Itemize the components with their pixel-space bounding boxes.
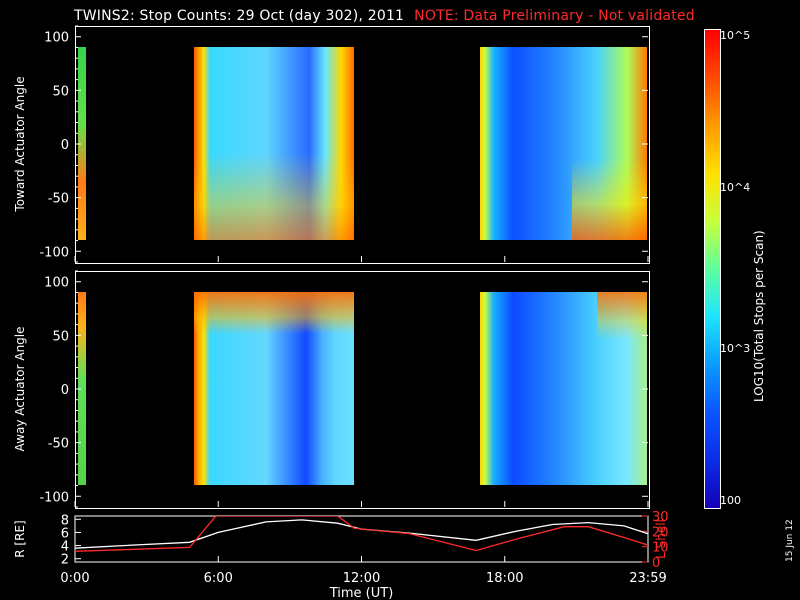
toward-coverage-block-2 [194, 47, 354, 240]
datestamp: 15 Jun 12 [785, 519, 795, 562]
toward-ytick-label: -100 [39, 245, 69, 260]
away-ytick-label: -100 [39, 490, 69, 505]
xtick-label: 18:00 [486, 571, 523, 586]
title-note: NOTE: Data Preliminary - Not validated [414, 8, 695, 24]
orbit-ytick-right: 30 [652, 510, 669, 525]
away-ytick-label: -50 [48, 437, 69, 452]
away-coverage-block-2 [194, 292, 354, 485]
orbit-ytick-left: 2 [61, 553, 69, 568]
toward-ytick-label: -50 [48, 192, 69, 207]
toward-ytick-label: 50 [52, 84, 69, 99]
orbit-panel-frame [74, 515, 649, 563]
xtick-label: 0:00 [60, 571, 89, 586]
colorbar-tick-1e4: 10^4 [720, 181, 751, 194]
chart-title: TWINS2: Stop Counts: 29 Oct (day 302), 2… [74, 8, 695, 24]
toward-coverage-block-1 [78, 47, 86, 240]
orbit-ylabel-left: R [RE] [13, 520, 27, 557]
toward-ylabel: Toward Actuator Angle [13, 76, 27, 212]
toward-coverage-block-3 [480, 47, 647, 240]
toward-spectrogram-panel [75, 26, 650, 264]
orbit-ytick-right: 20 [652, 525, 669, 540]
colorbar-tick-min: 100 [720, 494, 741, 507]
orbit-ytick-right: 10 [652, 541, 669, 556]
orbit-ylabel-right: L Shell [654, 519, 668, 559]
away-coverage-block-3 [480, 292, 648, 485]
colorbar-tick-max: 10^5 [720, 29, 751, 42]
away-ytick-label: 50 [52, 329, 69, 344]
orbit-ytick-left: 8 [61, 513, 69, 528]
xtick-label: 6:00 [204, 571, 233, 586]
xtick-label: 23:59 [629, 571, 666, 586]
orbit-ytick-left: 4 [61, 540, 69, 555]
away-ytick-label: 100 [44, 276, 69, 291]
title-main: TWINS2: Stop Counts: 29 Oct (day 302), 2… [74, 8, 405, 24]
away-ylabel: Away Actuator Angle [13, 326, 27, 451]
colorbar-tick-1e3: 10^3 [720, 342, 751, 355]
xtick-label: 12:00 [343, 571, 380, 586]
away-spectrogram-panel [75, 271, 650, 509]
away-coverage-block-1 [78, 292, 86, 485]
xlabel: Time (UT) [329, 586, 394, 600]
away-ytick-label: 0 [61, 383, 69, 398]
series-r-line [75, 519, 648, 549]
toward-ytick-label: 100 [44, 31, 69, 46]
orbit-ytick-right: 0 [652, 556, 660, 571]
series-lshell-line [75, 516, 648, 552]
orbit-ytick-left: 6 [61, 526, 69, 541]
colorbar [704, 29, 721, 509]
toward-ytick-label: 0 [61, 138, 69, 153]
